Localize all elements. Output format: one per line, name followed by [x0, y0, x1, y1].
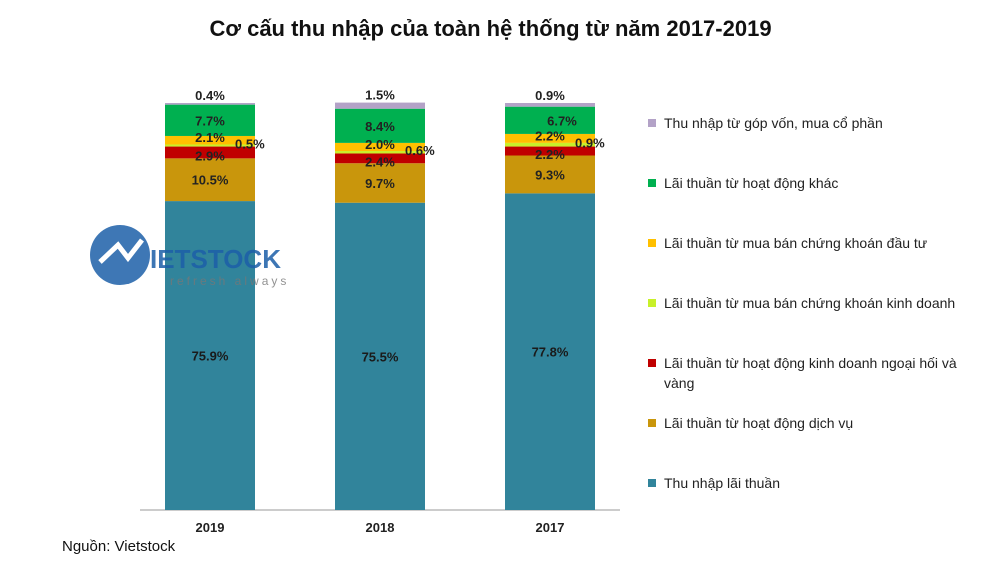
legend-item: Lãi thuần từ hoạt động kinh doanh ngoại …: [648, 353, 958, 393]
data-label: 10.5%: [192, 173, 229, 188]
legend-item: Lãi thuần từ hoạt động dịch vụ: [648, 413, 958, 433]
legend-label: Thu nhập lãi thuần: [664, 475, 780, 491]
bar-segment: [505, 146, 595, 156]
data-label: 0.5%: [235, 137, 265, 152]
data-label: 0.6%: [405, 143, 435, 158]
legend-item: Lãi thuần từ mua bán chứng khoán kinh do…: [648, 293, 958, 313]
data-label: 2.2%: [535, 128, 565, 143]
data-label: 2.1%: [195, 130, 225, 145]
data-label: 7.7%: [195, 113, 225, 128]
bar-segment: [165, 158, 255, 202]
bar-segment: [335, 153, 425, 164]
data-label: 6.7%: [547, 113, 577, 128]
watermark-tagline: refresh always: [170, 274, 289, 288]
bar-segment: [505, 193, 595, 510]
logo-arrow-icon: [98, 238, 144, 264]
source-note: Nguồn: Vietstock: [62, 538, 176, 555]
bar-segment: [335, 102, 425, 109]
vietstock-logo-icon: [90, 225, 150, 285]
chart-title: Cơ cấu thu nhập của toàn hệ thống từ năm…: [209, 16, 772, 41]
data-label: 77.8%: [532, 345, 569, 360]
legend-swatch: [648, 119, 656, 127]
data-label: 2.4%: [365, 154, 395, 169]
watermark-text: IETSTOCK: [150, 244, 281, 274]
data-label: 75.5%: [362, 349, 399, 364]
data-label: 2.2%: [535, 147, 565, 162]
legend-swatch: [648, 419, 656, 427]
legend-label: Lãi thuần từ hoạt động khác: [664, 175, 839, 191]
legend-label: Lãi thuần từ mua bán chứng khoán kinh do…: [664, 295, 956, 311]
legend-label: Lãi thuần từ hoạt động kinh doanh ngoại …: [664, 355, 957, 391]
x-tick-label: 2018: [366, 520, 395, 535]
bar-segment: [505, 103, 595, 107]
x-tick-label: 2017: [536, 520, 565, 535]
legend-item: Thu nhập lãi thuần: [648, 473, 958, 493]
data-label: 2.0%: [365, 137, 395, 152]
bar-segment: [505, 155, 595, 194]
legend-item: Thu nhập từ góp vốn, mua cổ phần: [648, 113, 958, 133]
bar-segment: [505, 142, 595, 147]
bar-segment: [165, 144, 255, 147]
bar-segment: [335, 108, 425, 143]
legend-swatch: [648, 359, 656, 367]
legend-label: Thu nhập từ góp vốn, mua cổ phần: [664, 115, 883, 131]
legend-swatch: [648, 239, 656, 247]
bar-segment: [335, 142, 425, 152]
legend-item: Lãi thuần từ hoạt động khác: [648, 173, 958, 193]
legend-item: Lãi thuần từ mua bán chứng khoán đầu tư: [648, 233, 958, 253]
bar-segment: [165, 146, 255, 159]
bar-segment: [335, 202, 425, 510]
data-label: 2.9%: [195, 148, 225, 163]
bar-segment: [165, 135, 255, 145]
bar-segment: [505, 133, 595, 143]
bar-segment: [335, 163, 425, 203]
data-label: 0.9%: [535, 88, 565, 103]
bar-segment: [165, 104, 255, 136]
bar-segment: [165, 103, 255, 105]
bar-segment: [335, 151, 425, 154]
legend-label: Lãi thuần từ hoạt động dịch vụ: [664, 415, 854, 431]
data-label: 1.5%: [365, 88, 395, 103]
legend-swatch: [648, 299, 656, 307]
data-label: 9.3%: [535, 167, 565, 182]
x-tick-label: 2019: [196, 520, 225, 535]
data-label: 0.4%: [195, 88, 225, 103]
bar-segment: [165, 201, 255, 510]
data-label: 75.9%: [192, 349, 229, 364]
data-label: 8.4%: [365, 119, 395, 134]
legend-label: Lãi thuần từ mua bán chứng khoán đầu tư: [664, 235, 928, 251]
data-label: 9.7%: [365, 176, 395, 191]
data-label: 0.9%: [575, 136, 605, 151]
legend-swatch: [648, 479, 656, 487]
bar-segment: [505, 106, 595, 134]
legend-swatch: [648, 179, 656, 187]
